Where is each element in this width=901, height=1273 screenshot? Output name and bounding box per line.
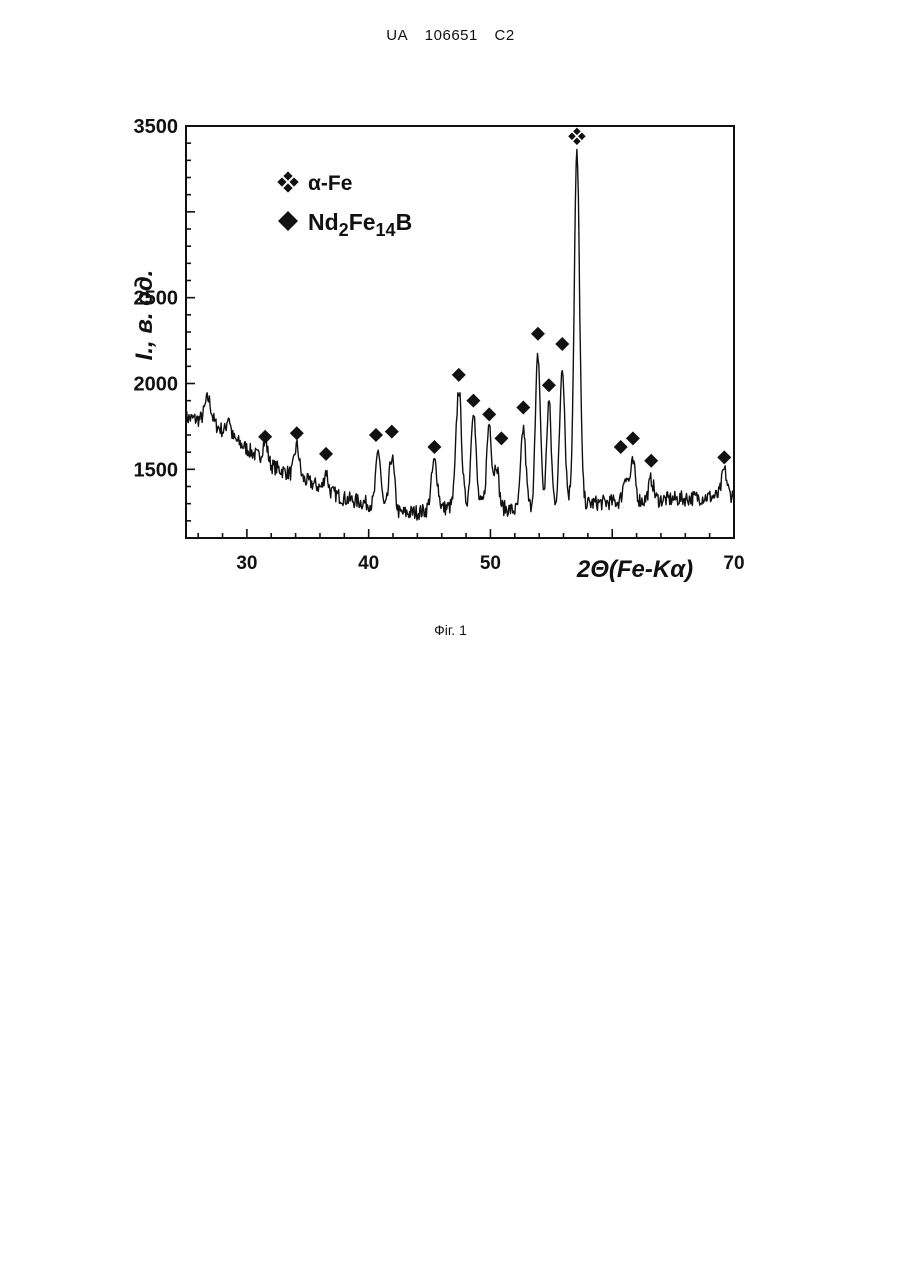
legend-marker-nd2fe14b-icon xyxy=(278,211,298,231)
peak-marker-nd2fe14b-icon xyxy=(644,453,659,468)
x-tick-label: 30 xyxy=(236,553,257,574)
peak-marker-nd2fe14b-icon xyxy=(482,407,497,422)
y-tick-label: 2500 xyxy=(134,288,179,310)
x-tick-label: 50 xyxy=(480,553,501,574)
plot-area-frame xyxy=(185,125,735,539)
peak-marker-nd2fe14b-icon xyxy=(319,446,334,461)
peak-marker-nd2fe14b-icon xyxy=(530,326,545,341)
header-kind: C2 xyxy=(494,27,515,44)
peak-marker-nd2fe14b-icon xyxy=(613,440,628,455)
legend-nd2fe14b-shape xyxy=(278,211,298,231)
x-tick-label: 40 xyxy=(358,553,379,574)
peak-marker-nd2fe14b-icon xyxy=(289,426,304,441)
peak-marker-nd2fe14b-icon xyxy=(258,429,273,444)
y-tick-label: 2000 xyxy=(134,374,179,396)
header-number: 106651 xyxy=(424,27,478,44)
peak-marker-nd2fe14b-icon xyxy=(384,424,399,439)
legend-label-nd2fe14b: Nd2Fe14B xyxy=(308,209,412,240)
header-country: UA xyxy=(386,27,409,44)
peak-marker-nd2fe14b-icon xyxy=(717,450,732,465)
y-tick-label: 3500 xyxy=(134,116,179,138)
xrd-chart: 1500 2000 2500 3500 30 40 50 70 α-Fe Nd2Fe14B … xyxy=(100,100,760,600)
peak-marker-nd2fe14b-icon xyxy=(494,431,509,446)
series-line-intensity xyxy=(185,148,735,521)
x-axis-label: 2Θ(Fe-Kα) xyxy=(576,556,693,583)
peak-marker-nd2fe14b-icon xyxy=(516,400,531,415)
peak-marker-nd2fe14b-icon xyxy=(541,378,556,393)
peak-marker-nd2fe14b-icon xyxy=(368,428,383,442)
peak-marker-alpha-fe-icon xyxy=(568,127,586,146)
peak-marker-nd2fe14b-icon xyxy=(466,393,481,408)
legend-label-alpha-fe: α-Fe xyxy=(308,172,352,195)
figure-caption: Фіг. 1 xyxy=(434,622,467,638)
legend-marker-alpha-fe-icon xyxy=(277,171,299,193)
chart-legend: α-Fe Nd2Fe14B xyxy=(277,171,412,240)
x-tick-label: 70 xyxy=(723,553,744,574)
legend-alpha-fe: α-Fe xyxy=(277,171,352,195)
peak-marker-nd2fe14b-icon xyxy=(427,440,442,455)
y-tick-label: 1500 xyxy=(134,459,179,481)
legend-alpha-fe-shape xyxy=(277,171,299,193)
peak-marker-nd2fe14b-icon xyxy=(625,431,640,446)
patent-header: UA 106651 C2 xyxy=(0,27,901,44)
legend-nd2fe14b: Nd2Fe14B xyxy=(278,209,412,240)
peak-marker-nd2fe14b-icon xyxy=(451,367,466,382)
y-axis-label: I., в. од. xyxy=(131,270,158,361)
peak-marker-nd2fe14b-icon xyxy=(555,337,570,352)
